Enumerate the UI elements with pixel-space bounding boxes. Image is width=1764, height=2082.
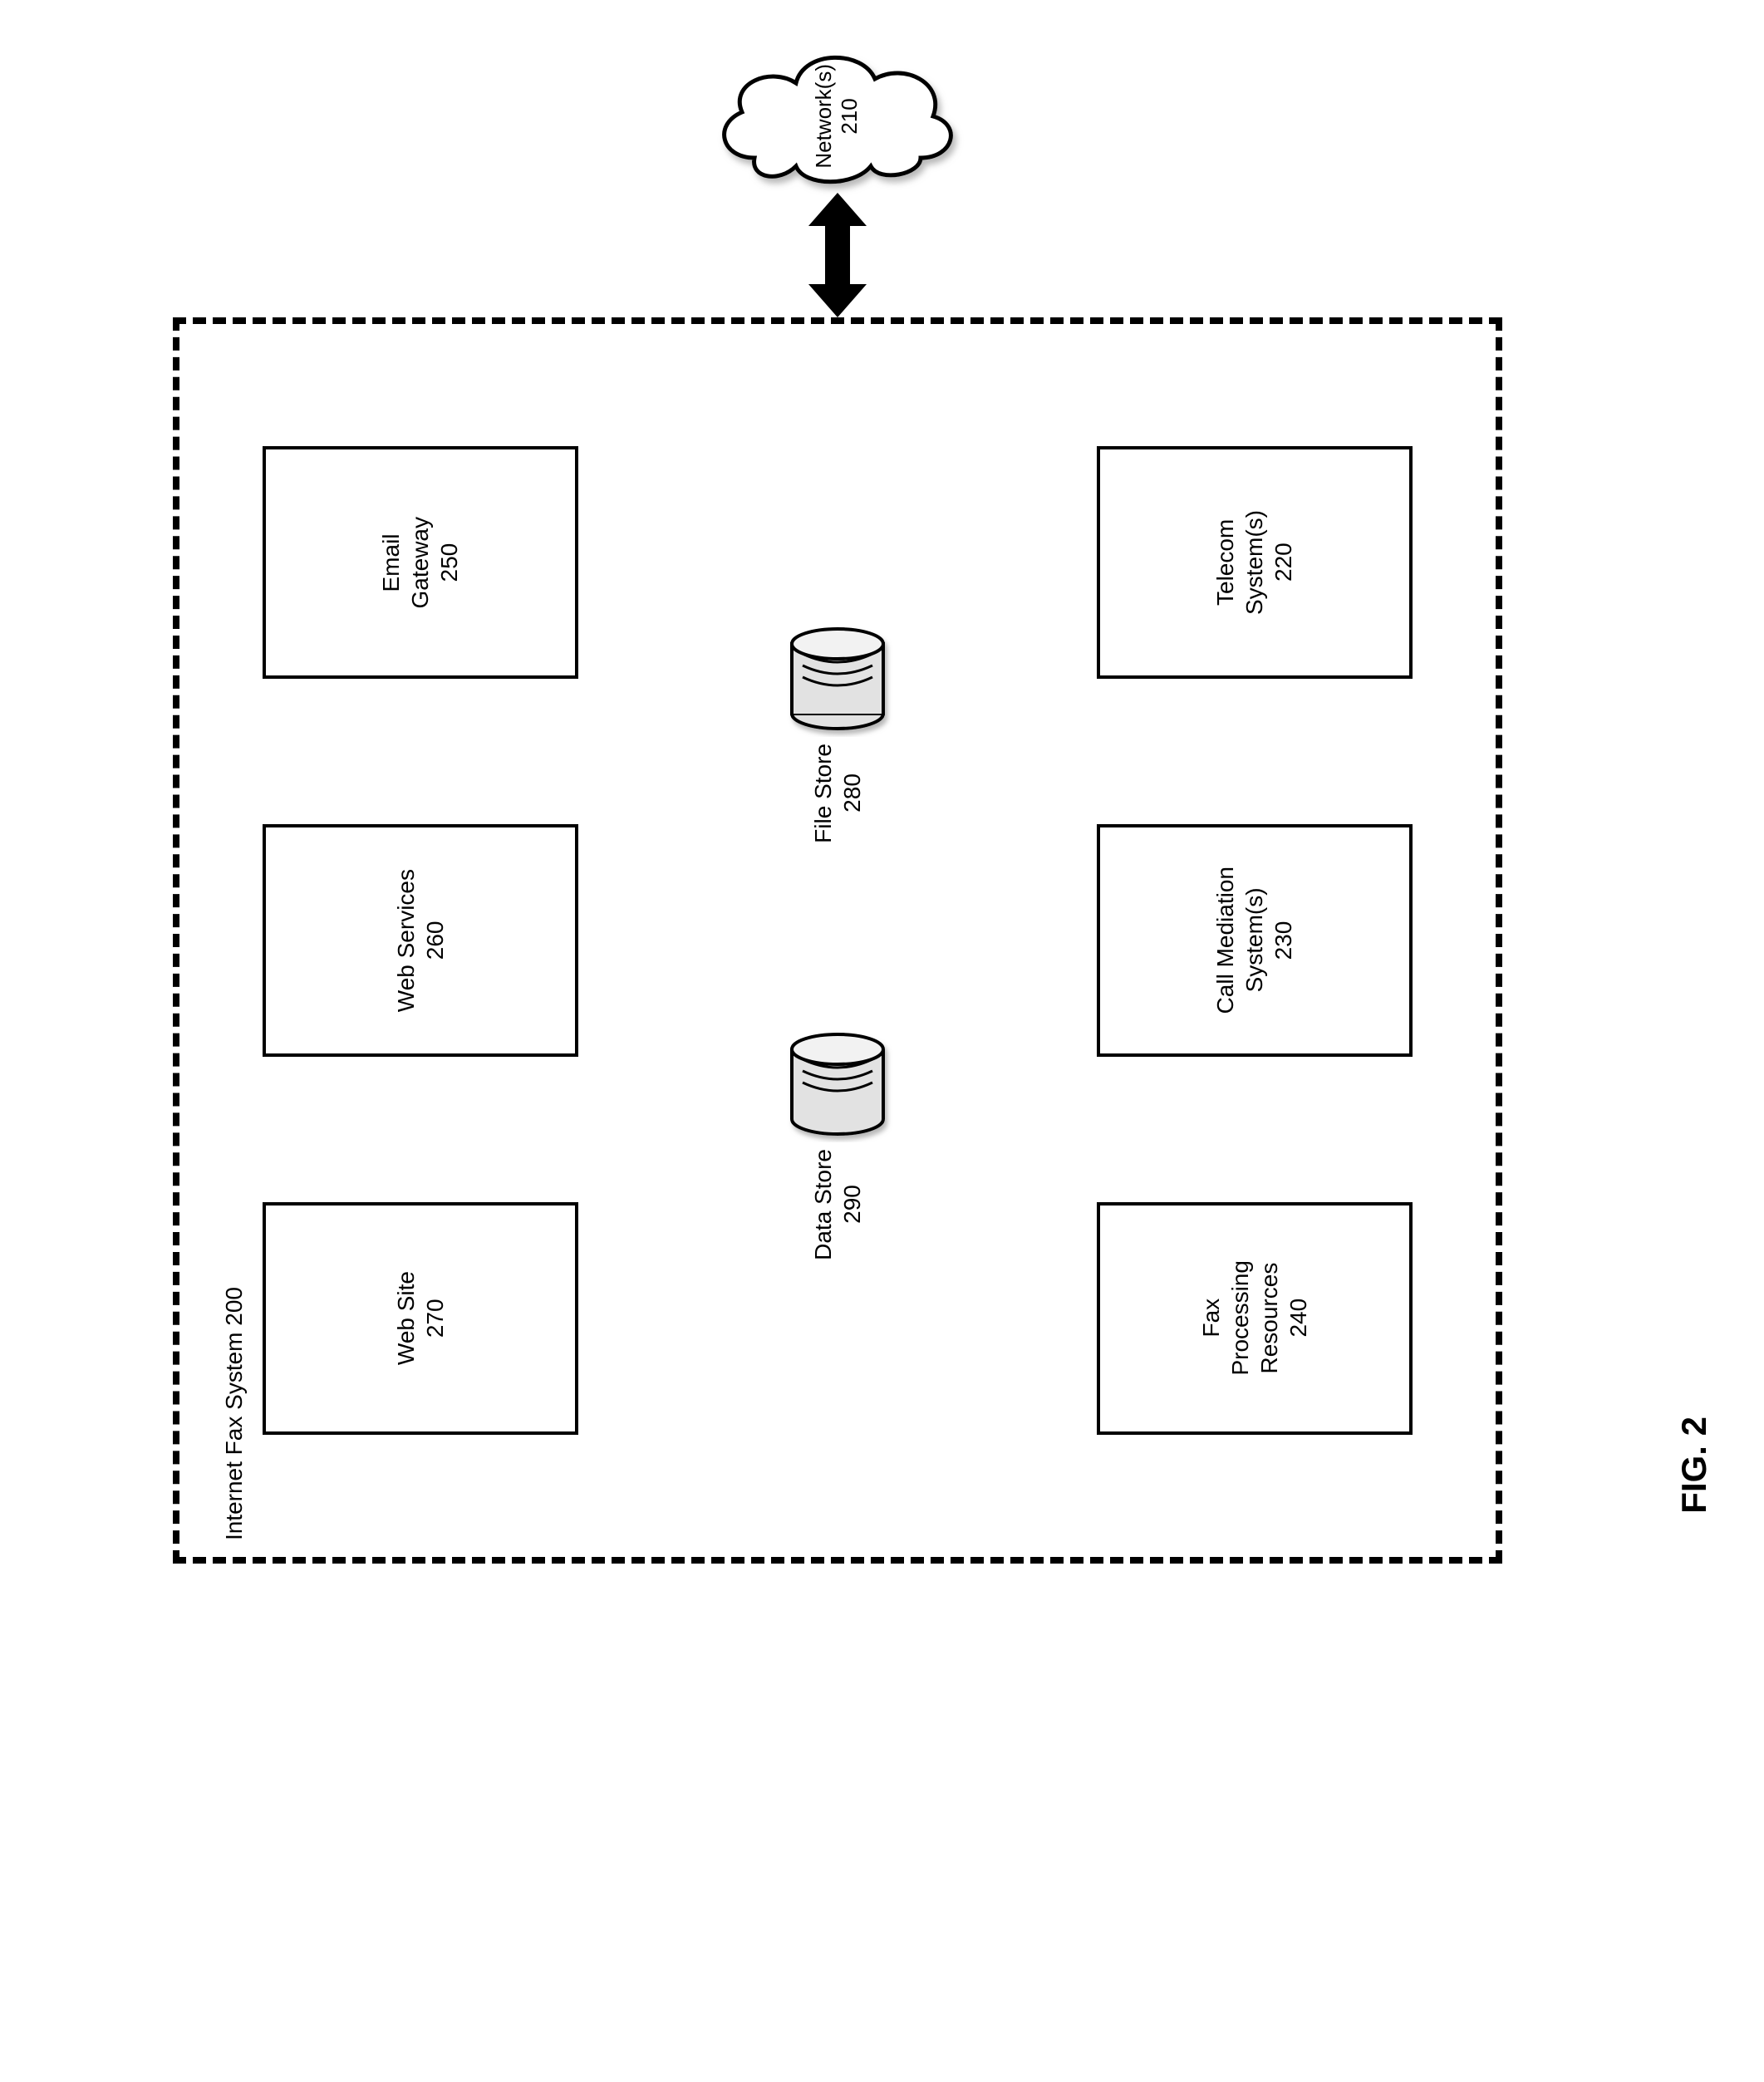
middle-column: File Store 280 <box>688 374 987 1507</box>
call-mediation-l3: 230 <box>1270 921 1296 960</box>
system-title: Internet Fax System 200 <box>221 1287 248 1540</box>
web-services-box: Web Services 260 <box>263 824 578 1057</box>
cloud-label: Network(s) 210 <box>811 64 862 169</box>
email-gateway-l1: Email <box>378 533 404 592</box>
email-gateway-l3: 250 <box>436 543 462 582</box>
web-site-box: Web Site 270 <box>263 1202 578 1435</box>
internet-fax-system: Internet Fax System 200 Email Gateway 25… <box>173 317 1502 1564</box>
file-store-l1: File Store <box>810 744 836 843</box>
data-store: Data Store 290 <box>779 1026 896 1260</box>
file-store: File Store 280 <box>779 621 896 843</box>
web-services-l1: Web Services <box>393 869 419 1012</box>
network-cloud: Network(s) 210 <box>705 33 970 199</box>
fax-proc-l1: Fax <box>1198 1299 1224 1338</box>
cylinder-icon <box>779 621 896 737</box>
call-mediation-l1: Call Mediation <box>1212 867 1238 1014</box>
fax-proc-l2: Processing <box>1227 1260 1253 1376</box>
web-services-l2: 260 <box>422 921 448 960</box>
left-column: Email Gateway 250 Web Services 260 Web S… <box>246 374 595 1507</box>
double-arrow-icon <box>808 193 867 317</box>
fax-processing-box: Fax Processing Resources 240 <box>1097 1202 1413 1435</box>
web-site-l1: Web Site <box>393 1271 419 1365</box>
data-store-l1: Data Store <box>810 1149 836 1260</box>
right-column: Telecom System(s) 220 Call Mediation Sys… <box>1080 374 1429 1507</box>
fax-proc-l3: Resources <box>1256 1263 1282 1374</box>
telecom-l3: 220 <box>1270 543 1296 582</box>
email-gateway-l2: Gateway <box>407 517 433 609</box>
telecom-l2: System(s) <box>1241 510 1267 615</box>
figure-label: FIG. 2 <box>1674 1417 1714 1514</box>
file-store-l2: 280 <box>839 774 865 813</box>
system-columns: Email Gateway 250 Web Services 260 Web S… <box>246 374 1429 1507</box>
cloud-label-line2: 210 <box>838 98 862 134</box>
call-mediation-l2: System(s) <box>1241 888 1267 993</box>
web-site-l2: 270 <box>422 1299 448 1338</box>
data-store-l2: 290 <box>839 1186 865 1225</box>
diagram: Network(s) 210 Internet Fax System 200 E… <box>33 33 1641 1564</box>
cylinder-icon <box>779 1026 896 1142</box>
telecom-l1: Telecom <box>1212 519 1238 606</box>
fax-proc-l4: 240 <box>1285 1299 1311 1338</box>
cloud-label-line1: Network(s) <box>811 64 836 169</box>
call-mediation-box: Call Mediation System(s) 230 <box>1097 824 1413 1057</box>
telecom-box: Telecom System(s) 220 <box>1097 446 1413 679</box>
email-gateway-box: Email Gateway 250 <box>263 446 578 679</box>
